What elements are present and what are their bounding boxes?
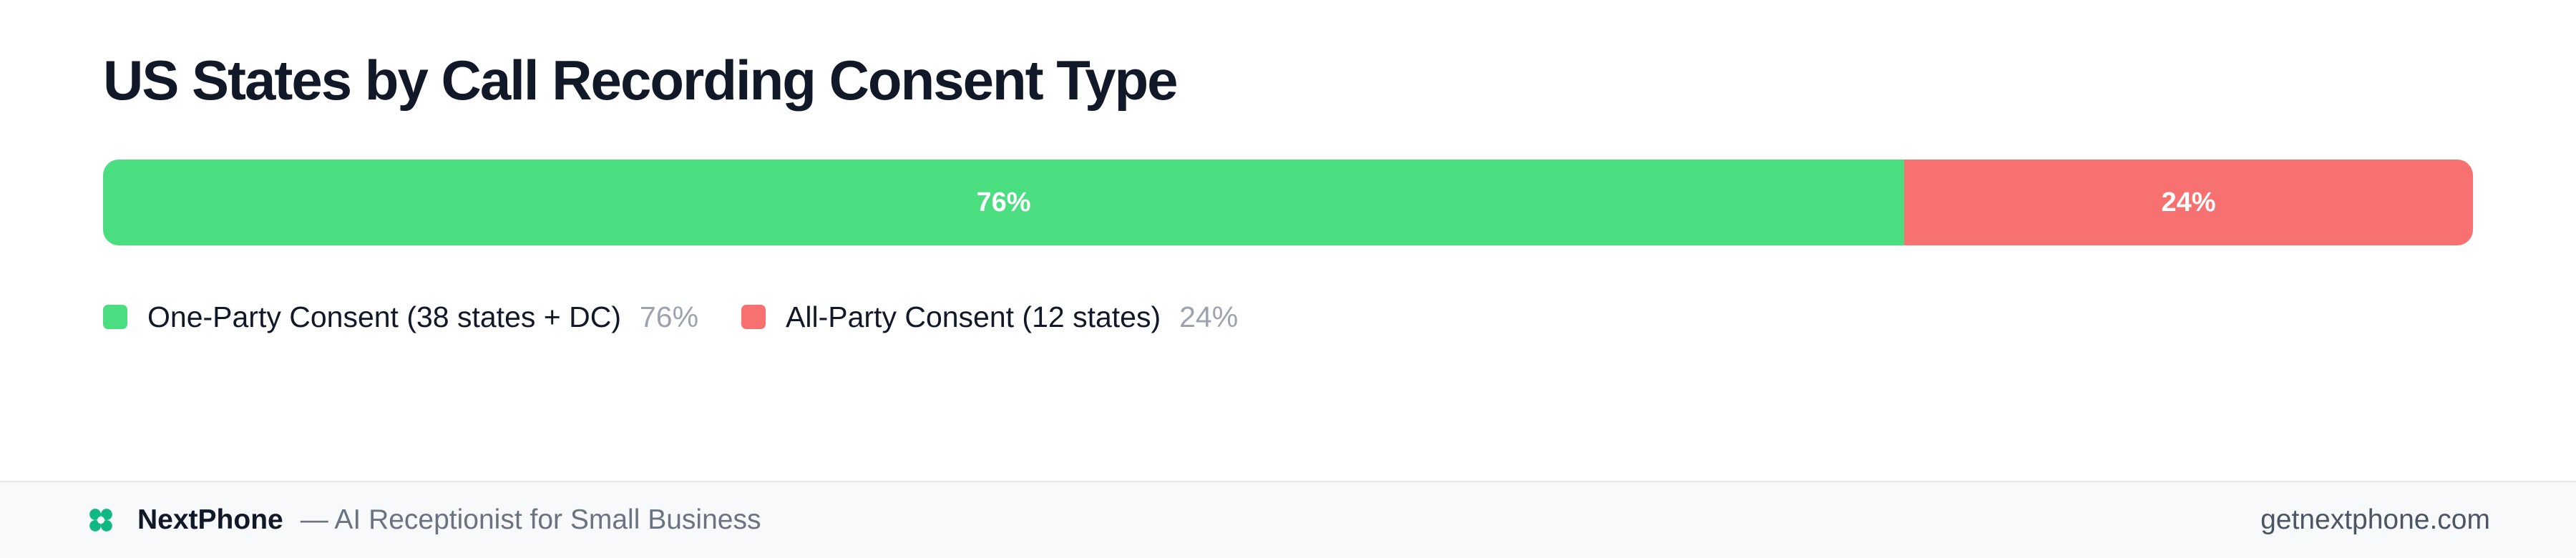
brand-name: NextPhone xyxy=(137,504,283,535)
clover-icon xyxy=(89,509,112,532)
website-link[interactable]: getnextphone.com xyxy=(2260,504,2490,535)
legend-label: All-Party Consent (12 states) xyxy=(786,300,1161,333)
brand-tagline: — AI Receptionist for Small Business xyxy=(300,504,761,535)
legend-percent: 76% xyxy=(639,300,699,333)
brand[interactable]: NextPhone — AI Receptionist for Small Bu… xyxy=(87,482,761,558)
legend-swatch xyxy=(103,305,127,329)
legend: One-Party Consent (38 states + DC) 76% All… xyxy=(103,293,1281,341)
legend-item: All-Party Consent (12 states) 24% xyxy=(741,300,1238,334)
footer: NextPhone — AI Receptionist for Small Bu… xyxy=(0,481,2576,558)
legend-label: One-Party Consent (38 states + DC) xyxy=(147,300,621,333)
bar-segment-label: 76% xyxy=(976,187,1031,217)
legend-percent: 24% xyxy=(1179,300,1239,333)
legend-item: One-Party Consent (38 states + DC) 76% xyxy=(103,300,698,334)
bar-segment: 76% xyxy=(103,160,1905,245)
legend-swatch xyxy=(741,305,766,329)
bar-segment-label: 24% xyxy=(2161,187,2216,217)
bar-segment: 24% xyxy=(1904,160,2473,245)
stacked-bar: 76% 24% xyxy=(103,160,2473,245)
chart-title: US States by Call Recording Consent Type xyxy=(103,49,1179,112)
